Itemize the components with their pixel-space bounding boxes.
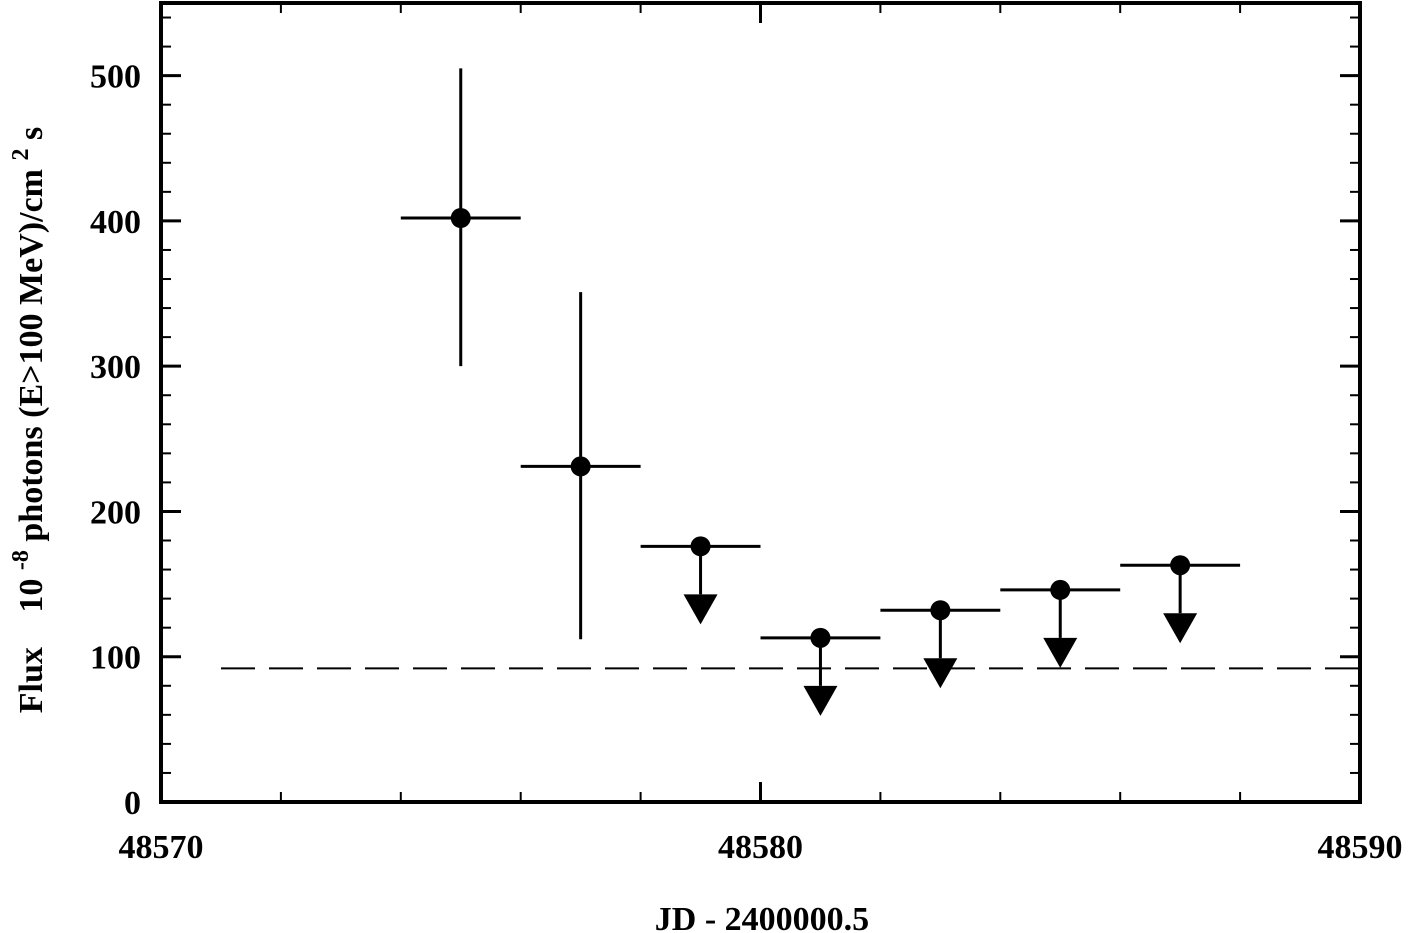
data-point-group — [1120, 555, 1241, 644]
data-point — [570, 456, 591, 477]
data-marks — [400, 68, 1241, 716]
upper-limit-arrowhead — [803, 685, 838, 716]
plot-frame — [159, 1, 1362, 804]
upper-limit-arrowhead — [923, 658, 958, 689]
x-axis-title: JD - 2400000.5 — [655, 901, 869, 933]
y-tick-label: 400 — [90, 204, 141, 241]
upper-limit-arrowhead — [683, 594, 718, 625]
data-point-group — [880, 600, 1001, 689]
data-point-group — [400, 68, 521, 367]
y-axis-unit-exponent: -8 — [8, 550, 34, 570]
minor-ticks — [160, 3, 1361, 803]
data-point — [930, 600, 951, 621]
y-axis-unit-text: photons (E>100 MeV)/cm — [13, 169, 50, 542]
data-point-group — [640, 536, 761, 625]
x-tick-label: 48570 — [119, 829, 204, 866]
major-ticks — [159, 3, 1362, 804]
y-axis-unit-base: 10 — [13, 579, 50, 613]
data-point — [690, 536, 711, 557]
y-tick-labels: 0 100 200 300 400 500 — [90, 59, 141, 822]
upper-limit-arrowhead — [1163, 613, 1198, 644]
y-axis-prefix: Flux — [13, 647, 50, 713]
y-axis-title: Flux 10 -8 photons (E>100 MeV)/cm 2 s — [0, 127, 50, 713]
y-axis-unit-end: s — [13, 127, 50, 140]
data-point-group — [760, 627, 881, 716]
upper-limit-arrowhead — [1043, 637, 1078, 668]
data-point — [810, 627, 831, 648]
y-tick-label: 100 — [90, 640, 141, 677]
x-tick-labels: 48570 48580 48590 — [119, 829, 1403, 866]
y-tick-label: 300 — [90, 349, 141, 386]
data-point — [1050, 579, 1071, 600]
y-tick-label: 500 — [90, 59, 141, 96]
data-point — [450, 208, 471, 229]
data-point-group — [1000, 579, 1121, 668]
x-tick-label: 48590 — [1318, 829, 1403, 866]
data-point-group — [520, 292, 641, 640]
y-tick-label: 200 — [90, 494, 141, 531]
data-point — [1170, 555, 1191, 576]
x-tick-label: 48580 — [718, 829, 803, 866]
y-axis-unit-exponent-2: 2 — [8, 149, 34, 161]
y-tick-label: 0 — [124, 785, 141, 822]
